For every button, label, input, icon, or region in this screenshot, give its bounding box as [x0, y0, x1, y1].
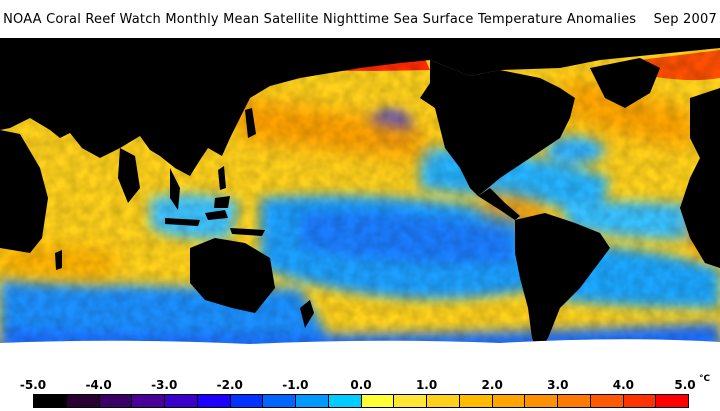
colorbar-tick: 0.0 — [350, 378, 372, 392]
map-title: NOAA Coral Reef Watch Monthly Mean Satel… — [3, 12, 717, 27]
continent-north-america — [420, 60, 575, 196]
colorbar-swatch — [427, 395, 460, 407]
colorbar-swatch — [197, 395, 231, 407]
colorbar-swatch — [328, 395, 362, 407]
colorbar-swatch — [263, 395, 296, 407]
continent-india — [118, 148, 140, 203]
colorbar-tick: -4.0 — [85, 378, 112, 392]
continent-africa-right — [680, 88, 720, 268]
colorbar-swatch — [492, 395, 526, 407]
colorbar-tick: 3.0 — [547, 378, 569, 392]
colorbar-tick: 4.0 — [612, 378, 635, 392]
colorbar-swatch — [165, 395, 198, 407]
colorbar-swatch — [132, 395, 165, 407]
continent-africa-left — [0, 130, 48, 253]
colorbar-swatch — [99, 395, 133, 407]
colorbar-swatch — [623, 395, 657, 407]
colorbar-swatch — [656, 395, 688, 407]
colorbar-swatch — [34, 395, 67, 407]
colorbar-tick: -2.0 — [216, 378, 243, 392]
greenland — [590, 58, 660, 108]
continent-australia — [190, 238, 275, 313]
colorbar-swatch — [296, 395, 329, 407]
colorbar — [33, 394, 689, 408]
colorbar-tick: -3.0 — [151, 378, 178, 392]
colorbar-tick: -5.0 — [19, 378, 47, 392]
colorbar-tick: 1.0 — [415, 378, 438, 392]
colorbar-tick: -1.0 — [282, 378, 309, 392]
colorbar-swatch — [394, 395, 427, 407]
colorbar-swatch — [361, 395, 395, 407]
sst-anomaly-map — [0, 38, 720, 370]
continent-asia — [0, 38, 720, 176]
colorbar-unit: °C — [699, 374, 711, 384]
colorbar-swatch — [66, 395, 100, 407]
colorbar-swatch — [525, 395, 558, 407]
continent-south-america — [515, 213, 610, 353]
colorbar-tick: 2.0 — [481, 378, 503, 392]
indonesia-islands — [165, 196, 265, 236]
colorbar-swatch — [590, 395, 624, 407]
colorbar-swatch — [558, 395, 591, 407]
colorbar-tick: 5.0 — [674, 378, 696, 392]
colorbar-swatch — [459, 395, 493, 407]
colorbar-swatch — [230, 395, 264, 407]
